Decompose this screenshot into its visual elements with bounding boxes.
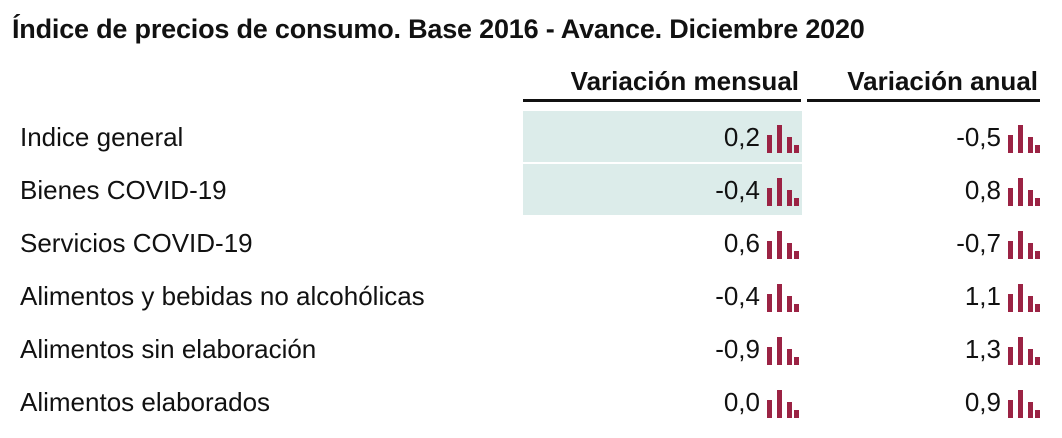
row-label: Alimentos sin elaboración (20, 334, 317, 364)
value-annual: -0,5 (956, 122, 1001, 152)
cell-annual: -0,7 (807, 217, 1043, 268)
bar-chart-icon[interactable] (1007, 335, 1041, 365)
cell-annual: 1,1 (807, 270, 1043, 321)
table-row: Alimentos sin elaboración -0,9 1,3 (0, 323, 1062, 376)
cell-annual: 1,3 (807, 323, 1043, 374)
value-annual: 1,3 (964, 334, 1001, 364)
bar-chart-icon[interactable] (1007, 282, 1041, 312)
bar-chart-icon[interactable] (766, 282, 800, 312)
table-row: Servicios COVID-19 0,6 -0,7 (0, 217, 1062, 270)
cell-monthly: -0,4 (523, 270, 802, 321)
cell-monthly: -0,4 (523, 164, 802, 215)
bar-chart-icon[interactable] (766, 176, 800, 206)
page-title: Índice de precios de consumo. Base 2016 … (12, 14, 865, 44)
value-monthly: 0,6 (723, 228, 760, 258)
bar-chart-icon[interactable] (766, 229, 800, 259)
bar-chart-icon[interactable] (1007, 388, 1041, 418)
cell-monthly: -0,9 (523, 323, 802, 374)
row-label: Bienes COVID-19 (20, 175, 227, 205)
cell-annual: 0,9 (807, 376, 1043, 427)
cell-annual: 0,8 (807, 164, 1043, 215)
value-monthly: 0,2 (723, 122, 760, 152)
row-label: Alimentos elaborados (20, 387, 271, 417)
value-monthly: -0,4 (715, 175, 760, 205)
table-row: Indice general 0,2 -0,5 (0, 111, 1062, 164)
table-row: Alimentos y bebidas no alcohólicas -0,4 1,… (0, 270, 1062, 323)
bar-chart-icon[interactable] (1007, 229, 1041, 259)
table-row: Alimentos elaborados 0,0 0,9 (0, 376, 1062, 429)
value-annual: -0,7 (956, 228, 1001, 258)
bar-chart-icon[interactable] (766, 123, 800, 153)
value-monthly: 0,0 (723, 387, 760, 417)
bar-chart-icon[interactable] (1007, 176, 1041, 206)
table-row: Bienes COVID-19 -0,4 0,8 (0, 164, 1062, 217)
row-label: Indice general (20, 122, 184, 152)
value-annual: 0,9 (964, 387, 1001, 417)
bar-chart-icon[interactable] (1007, 123, 1041, 153)
cell-monthly: 0,6 (523, 217, 802, 268)
cell-monthly: 0,2 (523, 111, 802, 162)
bar-chart-icon[interactable] (766, 335, 800, 365)
row-label: Alimentos y bebidas no alcohólicas (20, 281, 425, 311)
column-header-monthly: Variación mensual (523, 62, 801, 102)
value-annual: 1,1 (964, 281, 1001, 311)
column-header-annual: Variación anual (807, 62, 1040, 102)
value-monthly: -0,4 (715, 281, 760, 311)
value-annual: 0,8 (964, 175, 1001, 205)
cell-annual: -0,5 (807, 111, 1043, 162)
row-label: Servicios COVID-19 (20, 228, 253, 258)
cell-monthly: 0,0 (523, 376, 802, 427)
value-monthly: -0,9 (715, 334, 760, 364)
bar-chart-icon[interactable] (766, 388, 800, 418)
